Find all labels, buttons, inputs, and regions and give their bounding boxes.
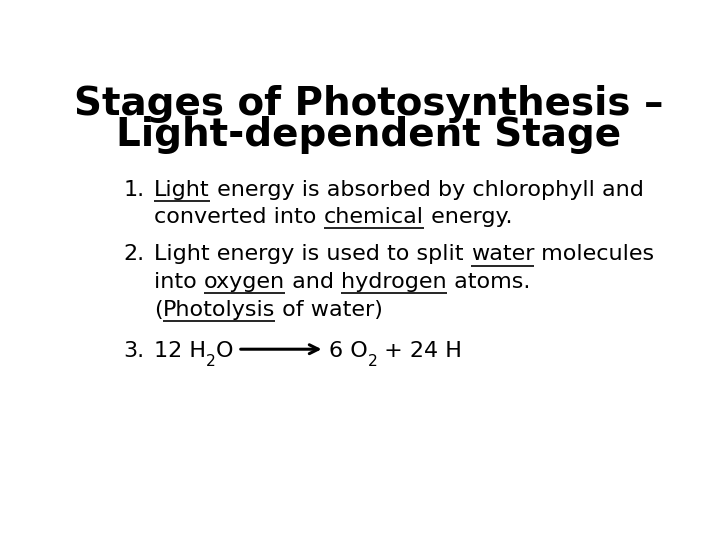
Text: Light: Light [154, 180, 210, 200]
Text: energy.: energy. [423, 207, 512, 227]
Text: molecules: molecules [534, 244, 654, 264]
Text: water: water [471, 244, 534, 264]
Text: 12 H: 12 H [154, 341, 206, 361]
Text: O: O [216, 341, 233, 361]
Text: 3.: 3. [124, 341, 145, 361]
Text: 1.: 1. [124, 180, 145, 200]
Text: energy is absorbed by chlorophyll and: energy is absorbed by chlorophyll and [210, 180, 644, 200]
Text: + 24 H: + 24 H [377, 341, 462, 361]
Text: 6 O: 6 O [329, 341, 368, 361]
Text: Stages of Photosynthesis –: Stages of Photosynthesis – [74, 85, 664, 123]
Text: of water): of water) [275, 300, 383, 320]
Text: oxygen: oxygen [204, 272, 285, 292]
Text: into: into [154, 272, 204, 292]
Text: and: and [285, 272, 341, 292]
Text: (: ( [154, 300, 163, 320]
Text: 2: 2 [206, 354, 216, 369]
Text: 2: 2 [368, 354, 377, 369]
Text: converted into: converted into [154, 207, 324, 227]
Text: Light-dependent Stage: Light-dependent Stage [117, 117, 621, 154]
Text: atoms.: atoms. [447, 272, 531, 292]
Text: Photolysis: Photolysis [163, 300, 275, 320]
Text: Light energy is used to split: Light energy is used to split [154, 244, 471, 264]
Text: hydrogen: hydrogen [341, 272, 447, 292]
Text: chemical: chemical [324, 207, 423, 227]
Text: 2.: 2. [124, 244, 145, 264]
